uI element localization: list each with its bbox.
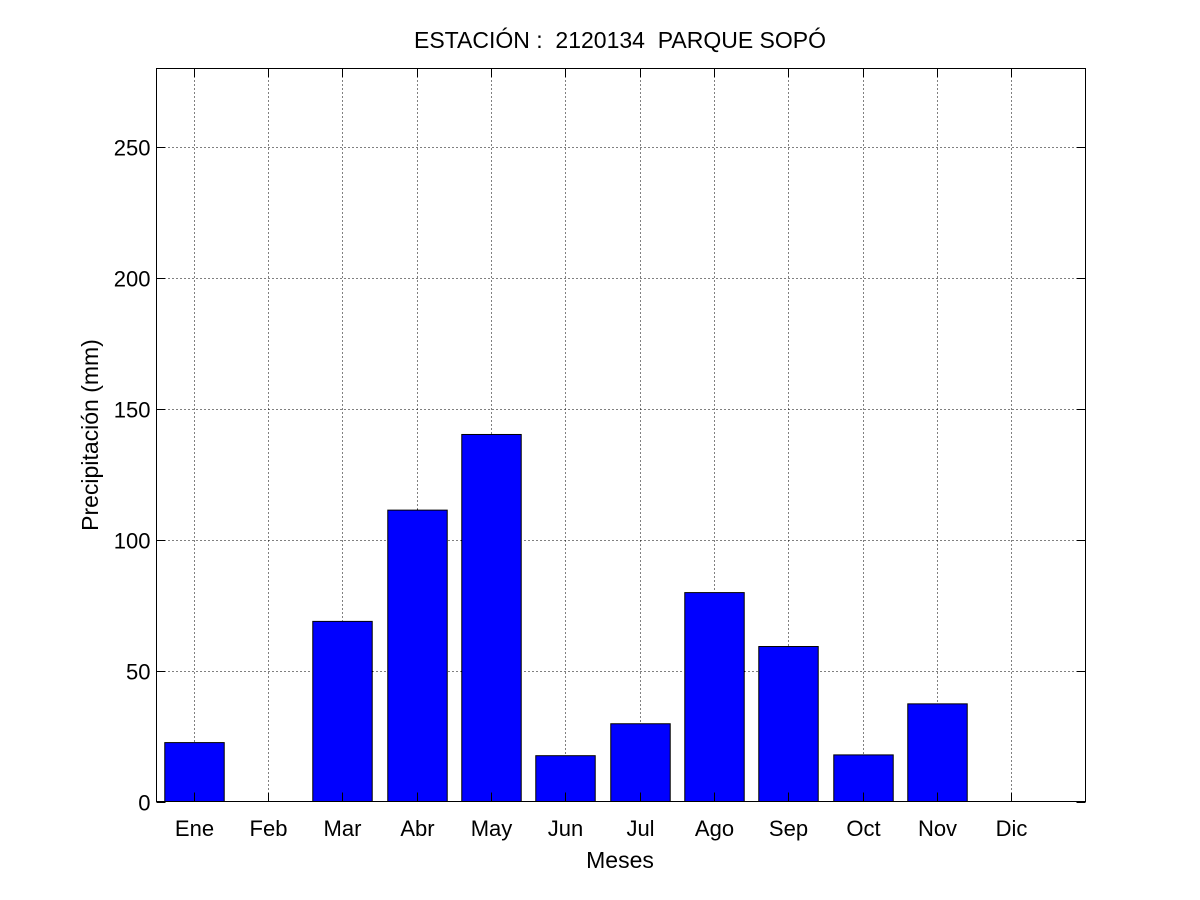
x-tick-label: Mar [324, 816, 362, 841]
x-tick-label: Jul [626, 816, 654, 841]
bar-mar [312, 620, 373, 802]
x-tick-label: Feb [250, 816, 288, 841]
y-tick-labels: 0 50 100 150 200 250 [114, 136, 151, 816]
tick-marks [156, 68, 1086, 803]
x-tick-labels: Ene Feb Mar Abr May Jun Jul Ago Sep Oct Nov Dic [175, 816, 1027, 841]
y-tick-label: 50 [126, 660, 150, 685]
grid-lines [156, 68, 1086, 802]
bar-ene [164, 742, 225, 802]
bar-sep [758, 646, 819, 802]
x-tick-label: Abr [400, 816, 434, 841]
x-tick-label: Jun [548, 816, 583, 841]
y-tick-label: 200 [114, 267, 151, 292]
x-axis-label: Meses [586, 847, 654, 873]
x-tick-label: Oct [846, 816, 880, 841]
y-tick-label: 150 [114, 398, 151, 423]
y-tick-label: 0 [138, 791, 150, 816]
bar-nov [907, 703, 968, 803]
y-tick-label: 250 [114, 136, 151, 161]
chart-title: ESTACIÓN : 2120134 PARQUE SOPÓ [414, 27, 826, 53]
x-tick-label: Ene [175, 816, 214, 841]
x-tick-label: Sep [769, 816, 808, 841]
bar-ago [684, 592, 745, 802]
x-tick-label: May [471, 816, 513, 841]
bar-jul [610, 723, 671, 802]
y-tick-label: 100 [114, 529, 151, 554]
bar-may [461, 433, 522, 802]
bar-abr [387, 509, 448, 802]
y-axis-label: Precipitación (mm) [77, 339, 103, 531]
bars [164, 433, 968, 803]
x-tick-label: Nov [918, 816, 957, 841]
x-tick-label: Dic [996, 816, 1028, 841]
plot-area-border [156, 68, 1086, 802]
x-tick-label: Ago [695, 816, 734, 841]
